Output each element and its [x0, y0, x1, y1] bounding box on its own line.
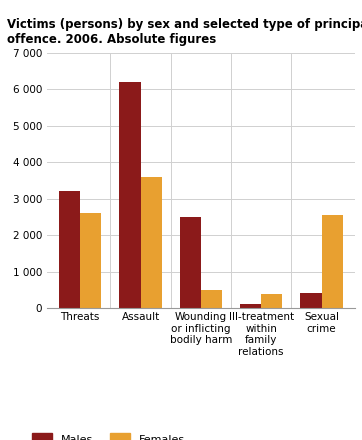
Bar — [201, 290, 222, 308]
Bar — [80, 213, 101, 308]
Bar — [140, 177, 162, 308]
Bar — [261, 294, 282, 308]
Bar — [300, 293, 321, 308]
Bar — [119, 82, 140, 308]
Bar — [321, 215, 343, 308]
Legend: Males, Females: Males, Females — [28, 429, 190, 440]
Bar — [59, 191, 80, 308]
Text: Victims (persons) by sex and selected type of principal
offence. 2006. Absolute : Victims (persons) by sex and selected ty… — [7, 18, 362, 46]
Bar — [240, 304, 261, 308]
Bar — [180, 217, 201, 308]
